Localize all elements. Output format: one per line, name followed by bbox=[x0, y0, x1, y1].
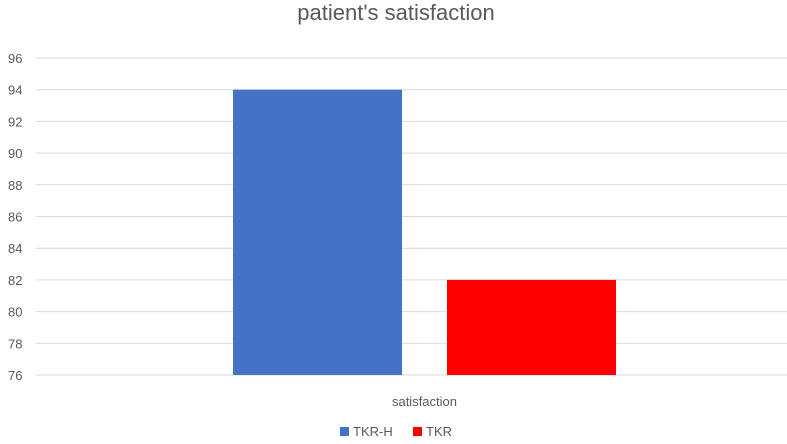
gridlines bbox=[36, 57, 787, 376]
y-tick-label: 90 bbox=[8, 146, 22, 161]
bars bbox=[233, 89, 616, 375]
legend-label: TKR-H bbox=[353, 424, 393, 439]
bar-tkr-h bbox=[233, 89, 402, 375]
y-tick-label: 96 bbox=[8, 51, 22, 66]
y-tick-label: 84 bbox=[8, 241, 22, 256]
x-axis-categories: satisfaction bbox=[392, 394, 457, 409]
y-tick-label: 78 bbox=[8, 336, 22, 351]
y-axis-ticks: 76 78 80 82 84 86 88 90 92 94 96 bbox=[8, 51, 22, 383]
bar-tkr bbox=[447, 279, 616, 375]
y-tick-label: 88 bbox=[8, 178, 22, 193]
legend-label: TKR bbox=[426, 424, 452, 439]
legend-swatch bbox=[413, 427, 422, 436]
y-tick-label: 92 bbox=[8, 114, 22, 129]
y-tick-label: 86 bbox=[8, 210, 22, 225]
y-tick-label: 94 bbox=[8, 83, 22, 98]
legend-swatch bbox=[340, 427, 349, 436]
legend: TKR-H TKR bbox=[340, 424, 452, 439]
y-tick-label: 82 bbox=[8, 273, 22, 288]
x-category-label: satisfaction bbox=[392, 394, 457, 409]
y-tick-label: 76 bbox=[8, 368, 22, 383]
y-tick-label: 80 bbox=[8, 305, 22, 320]
chart-title: patient's satisfaction bbox=[297, 0, 494, 25]
